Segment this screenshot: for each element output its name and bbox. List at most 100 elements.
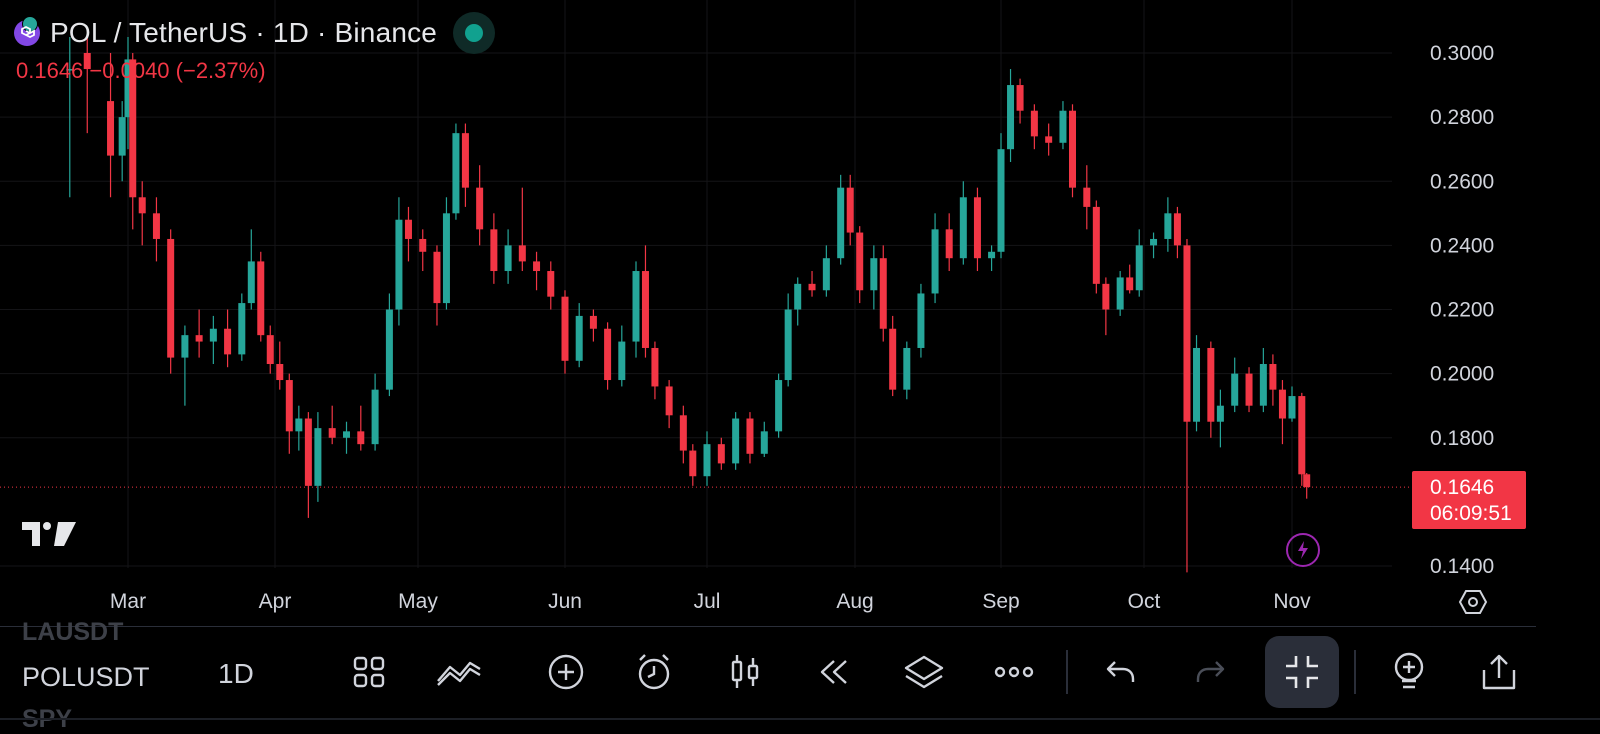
candle-body — [1288, 396, 1296, 419]
candle-body — [419, 238, 427, 252]
candle-body — [452, 133, 460, 214]
replay-icon[interactable] — [810, 648, 858, 696]
candle-body — [651, 347, 659, 387]
candle-body — [1173, 213, 1181, 246]
candle — [997, 133, 1005, 259]
candle-body — [138, 197, 146, 214]
time-tick-label: Sep — [982, 590, 1019, 613]
candle-body — [1298, 396, 1306, 475]
price-tick-label: 0.3000 — [1430, 42, 1494, 65]
alert-clock-icon[interactable] — [630, 648, 678, 696]
candle — [1298, 392, 1306, 486]
candle-body — [476, 187, 484, 230]
candle — [452, 123, 460, 220]
candles-icon[interactable] — [721, 648, 769, 696]
candle-body — [285, 380, 293, 432]
candle — [1207, 341, 1215, 438]
candle — [276, 341, 284, 390]
candle — [419, 229, 427, 272]
candle — [1030, 104, 1038, 150]
symbol-title[interactable]: POL / TetherUS · 1D · Binance — [50, 17, 438, 48]
bar-countdown: 06:09:51 — [1430, 502, 1512, 525]
layers-icon[interactable] — [900, 648, 948, 696]
toolbar-separator — [1066, 650, 1068, 694]
candle-body — [124, 59, 132, 118]
candle-body — [238, 303, 246, 355]
candle — [167, 229, 175, 374]
interval-selector[interactable]: 1D — [218, 658, 254, 689]
candle — [1183, 238, 1191, 573]
candle-body — [1092, 206, 1100, 284]
candle-body — [973, 197, 981, 259]
candle — [1083, 165, 1091, 230]
candle-body — [247, 261, 255, 304]
candle — [1173, 206, 1181, 259]
candle — [461, 123, 469, 207]
candle — [589, 309, 597, 342]
candle-body — [1216, 405, 1224, 422]
chart-settings-icon[interactable] — [1458, 587, 1488, 622]
candle-body — [295, 418, 303, 432]
candle — [343, 421, 350, 454]
candle-body — [1030, 110, 1038, 137]
candle-body — [689, 450, 697, 477]
candle-body — [641, 271, 649, 348]
collapse-icon[interactable] — [1265, 636, 1339, 708]
candle-body — [837, 187, 845, 259]
candle — [794, 277, 802, 326]
price-tick-label: 0.1400 — [1430, 555, 1494, 578]
candle — [1245, 367, 1253, 413]
share-icon[interactable] — [1475, 648, 1523, 696]
candle — [518, 187, 526, 272]
market-status-icon[interactable] — [453, 12, 496, 54]
candle-body — [1083, 187, 1091, 207]
apps-grid-icon[interactable] — [345, 648, 393, 696]
polygon-logo-icon[interactable] — [14, 16, 40, 46]
candle — [632, 261, 640, 358]
indicators-icon[interactable] — [435, 648, 483, 696]
candles-layer — [66, 36, 1311, 573]
candle — [1045, 123, 1053, 156]
candle-body — [1150, 238, 1158, 246]
candle-body — [903, 347, 911, 390]
chart-grid — [0, 0, 1392, 568]
candle — [604, 322, 612, 390]
redo-icon[interactable] — [1186, 648, 1234, 696]
lightning-icon[interactable] — [1286, 533, 1320, 567]
candle — [618, 325, 626, 387]
candle-body — [1016, 85, 1024, 111]
candle-body — [1059, 110, 1067, 143]
candle — [442, 197, 450, 310]
candle — [395, 197, 403, 326]
add-icon[interactable] — [542, 648, 590, 696]
idea-bulb-icon[interactable] — [1385, 648, 1433, 696]
candle — [129, 53, 137, 230]
candle — [1007, 69, 1015, 163]
candle-body — [917, 293, 925, 348]
candle-body — [604, 328, 612, 381]
candle-body — [404, 219, 412, 239]
candle-body — [276, 364, 284, 381]
candle-body — [760, 431, 768, 454]
candle-body — [304, 418, 312, 486]
candle-body — [1259, 364, 1267, 406]
candle-body — [1245, 373, 1253, 406]
watchlist-prev-symbol[interactable]: LAUSDT — [22, 618, 124, 646]
candle-body — [343, 431, 350, 438]
price-tick-label: 0.2600 — [1430, 170, 1494, 193]
candle — [856, 226, 864, 304]
candle — [1150, 232, 1158, 259]
more-icon[interactable] — [990, 648, 1038, 696]
candle-body — [1231, 373, 1239, 406]
tradingview-logo-icon[interactable] — [20, 518, 78, 555]
candle-body — [988, 251, 996, 259]
candle — [533, 251, 541, 291]
undo-icon[interactable] — [1097, 648, 1145, 696]
candle-body — [632, 271, 640, 342]
symbol-selector[interactable]: POLUSDT — [22, 662, 150, 692]
candle — [66, 36, 74, 198]
candle-body — [357, 431, 365, 445]
candle-body — [822, 258, 830, 291]
candle-body — [746, 418, 754, 454]
